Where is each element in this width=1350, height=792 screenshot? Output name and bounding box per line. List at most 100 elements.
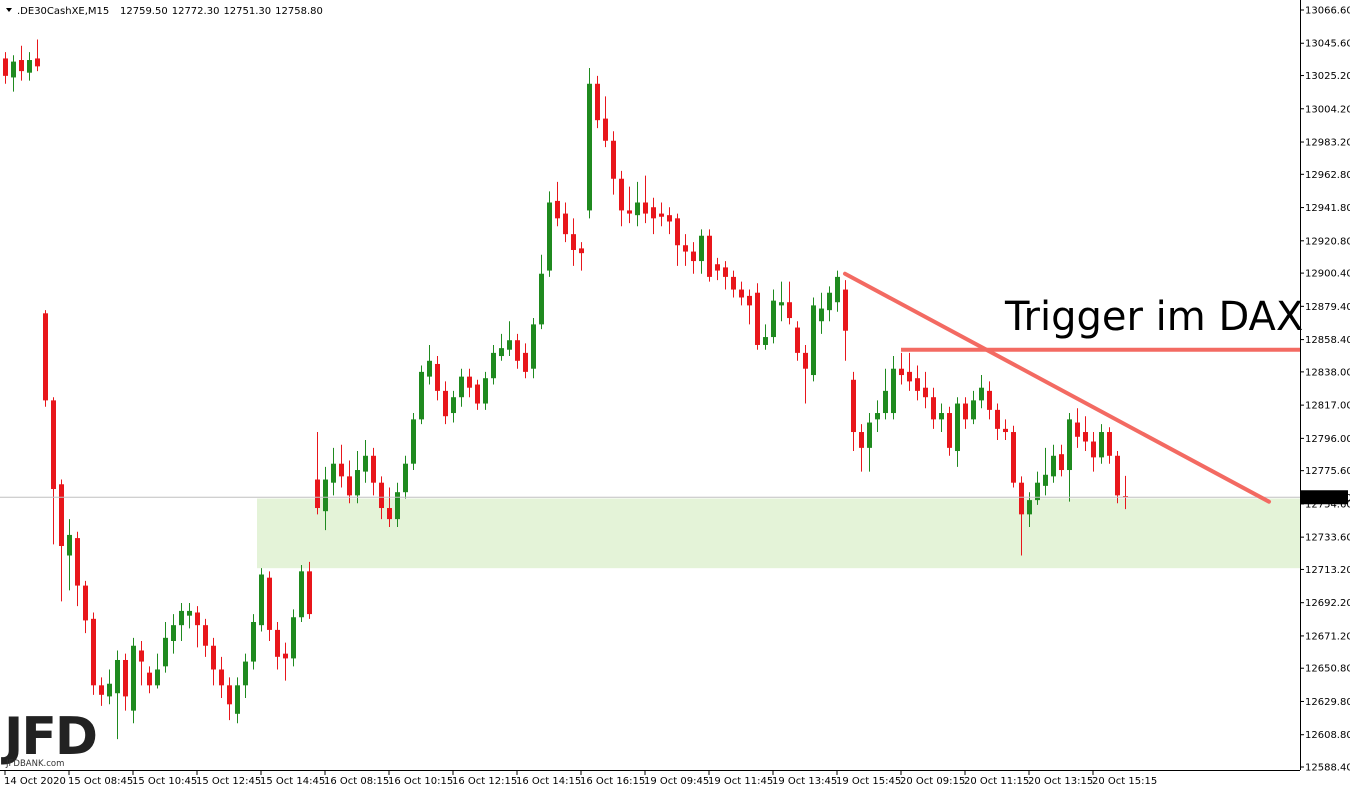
candle-body bbox=[91, 618, 96, 686]
candle-body bbox=[731, 276, 736, 290]
support-zone bbox=[257, 498, 1300, 569]
candle-body bbox=[1115, 455, 1120, 496]
candle-body bbox=[835, 276, 840, 303]
candle-body bbox=[755, 292, 760, 345]
candle-body bbox=[675, 218, 680, 246]
candle-body bbox=[227, 685, 232, 705]
candle-body bbox=[619, 178, 624, 211]
candle-body bbox=[387, 508, 392, 520]
candle-body bbox=[27, 60, 32, 73]
candle-body bbox=[1011, 432, 1016, 483]
y-tick-label: 12692.20 bbox=[1305, 598, 1350, 609]
candle-body bbox=[43, 313, 48, 401]
trendline bbox=[843, 271, 1271, 504]
y-tick-label: 12629.80 bbox=[1305, 697, 1350, 708]
menu-arrow[interactable] bbox=[6, 8, 12, 12]
candle-body bbox=[83, 585, 88, 621]
candle-body bbox=[795, 327, 800, 353]
candle-body bbox=[771, 300, 776, 338]
y-tick-label: 12962.80 bbox=[1305, 170, 1350, 181]
candle-body bbox=[699, 235, 704, 262]
ohlc-value: 12772.30 bbox=[172, 6, 220, 17]
candle-body bbox=[667, 215, 672, 222]
level-layer bbox=[0, 271, 1300, 504]
candle-body bbox=[315, 479, 320, 509]
candle-body bbox=[787, 302, 792, 319]
candle-body bbox=[763, 337, 768, 345]
candle-body bbox=[107, 683, 112, 697]
candle-body bbox=[643, 202, 648, 214]
candle-body bbox=[451, 397, 456, 414]
candle-body bbox=[299, 571, 304, 618]
candle-body bbox=[659, 213, 664, 217]
candle-body bbox=[75, 538, 80, 586]
axis-layer: 13066.60 13045.60 13025.20 13004.20 12983.20… bbox=[4, 6, 1350, 788]
x-tick-label: 16 Oct 14:15 bbox=[516, 776, 581, 787]
candle-body bbox=[19, 60, 24, 72]
ohlc-header: 12759.50 12772.30 12751.30 12758.80 bbox=[120, 6, 323, 17]
x-tick-label: 16 Oct 12:15 bbox=[452, 776, 517, 787]
candle-body bbox=[131, 645, 136, 711]
candle-body bbox=[611, 140, 616, 179]
candle-body bbox=[539, 273, 544, 325]
ohlc-value: 12758.80 bbox=[275, 6, 323, 17]
x-tick-label: 20 Oct 13:15 bbox=[1028, 776, 1093, 787]
candle-body bbox=[859, 432, 864, 448]
candle-body bbox=[155, 669, 160, 686]
candle-body bbox=[211, 645, 216, 670]
candle-body bbox=[915, 378, 920, 391]
candle-body bbox=[1075, 422, 1080, 437]
candle-body bbox=[739, 289, 744, 298]
candle-body bbox=[403, 463, 408, 493]
candle-layer bbox=[3, 39, 1128, 740]
candle-body bbox=[779, 302, 784, 306]
candle-body bbox=[483, 378, 488, 404]
candle-body bbox=[819, 308, 824, 322]
candle-body bbox=[523, 352, 528, 372]
x-tick-label: 19 Oct 09:45 bbox=[644, 776, 709, 787]
candle-body bbox=[283, 653, 288, 659]
x-tick-label: 15 Oct 14:45 bbox=[260, 776, 325, 787]
candle-body bbox=[51, 400, 56, 490]
candle-body bbox=[347, 476, 352, 496]
y-tick-label: 12754.60 bbox=[1305, 499, 1350, 510]
candle-body bbox=[979, 387, 984, 401]
candle-body bbox=[147, 672, 152, 686]
x-tick-label: 20 Oct 09:15 bbox=[900, 776, 965, 787]
ohlc-value: 12759.50 bbox=[120, 6, 168, 17]
candle-body bbox=[683, 245, 688, 252]
candle-body bbox=[195, 612, 200, 626]
x-tick-label: 14 Oct 2020 bbox=[4, 776, 66, 787]
y-tick-label: 12858.40 bbox=[1305, 335, 1350, 346]
y-tick-label: 12796.00 bbox=[1305, 434, 1350, 445]
candle-body bbox=[555, 200, 560, 219]
ohlc-value: 12751.30 bbox=[223, 6, 271, 17]
candle-body bbox=[355, 470, 360, 496]
y-tick-label: 12588.40 bbox=[1305, 763, 1350, 774]
y-tick-label: 13066.60 bbox=[1305, 6, 1350, 17]
candle-body bbox=[3, 58, 8, 76]
candle-body bbox=[187, 610, 192, 616]
candle-body bbox=[747, 295, 752, 306]
x-tick-label: 20 Oct 11:15 bbox=[964, 776, 1029, 787]
candle-body bbox=[971, 400, 976, 420]
candle-body bbox=[323, 479, 328, 512]
candle-body bbox=[1067, 419, 1072, 471]
candle-body bbox=[579, 248, 584, 254]
x-tick-label: 16 Oct 10:15 bbox=[388, 776, 453, 787]
candle-body bbox=[995, 409, 1000, 429]
candle-body bbox=[651, 207, 656, 219]
candle-body bbox=[595, 83, 600, 121]
logo-sub: JFDBANK.com bbox=[5, 759, 64, 769]
y-tick-label: 12817.00 bbox=[1305, 401, 1350, 412]
zone-layer bbox=[257, 498, 1300, 569]
candle-body bbox=[115, 659, 120, 694]
x-tick-label: 19 Oct 13:45 bbox=[772, 776, 837, 787]
candle-body bbox=[883, 390, 888, 414]
y-tick-label: 12775.60 bbox=[1305, 466, 1350, 477]
candle-body bbox=[1083, 432, 1088, 442]
annotation: Trigger im DAX bbox=[1004, 294, 1303, 340]
candle-body bbox=[1099, 432, 1104, 458]
y-tick-label: 13045.60 bbox=[1305, 39, 1350, 50]
